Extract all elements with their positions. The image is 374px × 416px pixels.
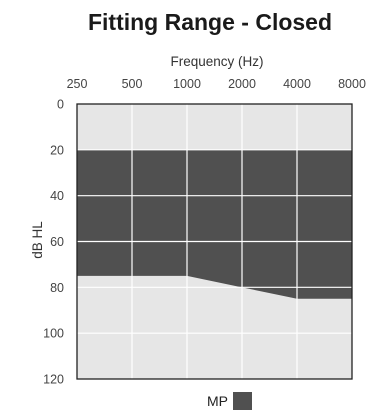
- y-tick-label-120: 120: [43, 373, 64, 387]
- chart-title: Fitting Range - Closed: [88, 9, 332, 35]
- legend: MP: [207, 392, 252, 410]
- fitting-range-area-mp: [77, 149, 352, 299]
- y-tick-label-80: 80: [50, 281, 64, 295]
- y-axis-label: dB HL: [30, 221, 45, 259]
- y-tick-label-60: 60: [50, 235, 64, 249]
- plot-border: [76, 103, 353, 380]
- x-tick-label-250: 250: [67, 77, 88, 91]
- y-tick-label-0: 0: [57, 98, 64, 112]
- legend-swatch-mp: [233, 392, 252, 410]
- x-tick-label-8000: 8000: [338, 77, 366, 91]
- y-tick-label-20: 20: [50, 143, 64, 157]
- x-axis-label: Frequency (Hz): [170, 54, 263, 69]
- legend-label: MP: [207, 393, 228, 409]
- y-tick-label-40: 40: [50, 189, 64, 203]
- y-tick-label-100: 100: [43, 327, 64, 341]
- x-tick-label-4000: 4000: [283, 77, 311, 91]
- x-tick-label-500: 500: [122, 77, 143, 91]
- x-tick-label-2000: 2000: [228, 77, 256, 91]
- x-tick-label-1000: 1000: [173, 77, 201, 91]
- plot-area: 250 500 1000 2000 4000 8000 0 20 40 60 80 100 120: [43, 77, 366, 387]
